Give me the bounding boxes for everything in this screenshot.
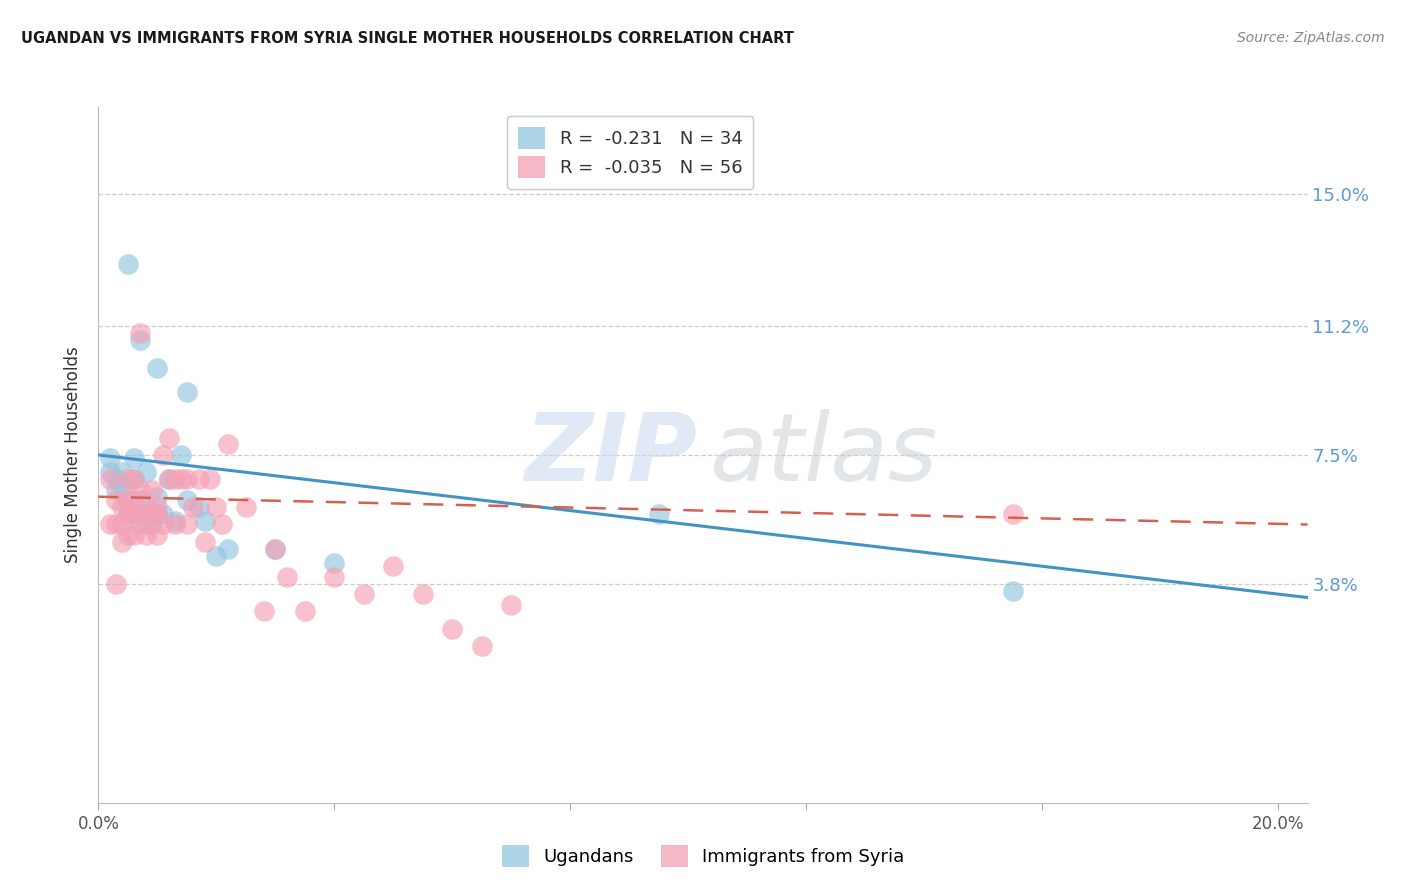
- Point: [205, 549, 228, 563]
- Point: [128, 517, 150, 532]
- Point: [111, 517, 134, 532]
- Point: [98, 451, 121, 466]
- Point: [152, 448, 174, 462]
- Point: [211, 517, 233, 532]
- Point: [165, 514, 187, 528]
- Point: [135, 528, 157, 542]
- Point: [135, 507, 157, 521]
- Point: [146, 528, 169, 542]
- Point: [111, 479, 134, 493]
- Point: [1001, 507, 1024, 521]
- Point: [181, 500, 204, 514]
- Point: [141, 517, 163, 532]
- Point: [294, 605, 316, 619]
- Legend: Ugandans, Immigrants from Syria: Ugandans, Immigrants from Syria: [495, 838, 911, 874]
- Point: [98, 472, 121, 486]
- Point: [264, 541, 287, 556]
- Point: [128, 326, 150, 341]
- Point: [98, 517, 121, 532]
- Text: UGANDAN VS IMMIGRANTS FROM SYRIA SINGLE MOTHER HOUSEHOLDS CORRELATION CHART: UGANDAN VS IMMIGRANTS FROM SYRIA SINGLE …: [21, 31, 794, 46]
- Point: [105, 493, 128, 508]
- Point: [200, 472, 222, 486]
- Point: [252, 605, 274, 619]
- Text: atlas: atlas: [709, 409, 938, 500]
- Point: [165, 472, 187, 486]
- Point: [122, 528, 145, 542]
- Point: [117, 507, 139, 521]
- Point: [217, 541, 239, 556]
- Point: [382, 559, 405, 574]
- Point: [146, 507, 169, 521]
- Point: [111, 534, 134, 549]
- Point: [187, 500, 209, 514]
- Point: [105, 483, 128, 497]
- Point: [128, 507, 150, 521]
- Point: [146, 360, 169, 375]
- Point: [176, 493, 198, 508]
- Point: [98, 466, 121, 480]
- Point: [141, 483, 163, 497]
- Point: [105, 576, 128, 591]
- Point: [276, 570, 298, 584]
- Point: [176, 517, 198, 532]
- Point: [157, 430, 180, 444]
- Point: [128, 493, 150, 508]
- Point: [117, 472, 139, 486]
- Point: [117, 493, 139, 508]
- Point: [412, 587, 434, 601]
- Point: [152, 517, 174, 532]
- Point: [135, 500, 157, 514]
- Point: [146, 490, 169, 504]
- Point: [122, 493, 145, 508]
- Point: [501, 598, 523, 612]
- Point: [122, 507, 145, 521]
- Text: Source: ZipAtlas.com: Source: ZipAtlas.com: [1237, 31, 1385, 45]
- Point: [128, 483, 150, 497]
- Point: [146, 500, 169, 514]
- Point: [117, 528, 139, 542]
- Point: [135, 466, 157, 480]
- Point: [205, 500, 228, 514]
- Point: [128, 333, 150, 347]
- Y-axis label: Single Mother Households: Single Mother Households: [65, 347, 83, 563]
- Point: [441, 622, 464, 636]
- Point: [117, 493, 139, 508]
- Point: [235, 500, 257, 514]
- Point: [323, 556, 346, 570]
- Point: [187, 472, 209, 486]
- Point: [111, 500, 134, 514]
- Point: [157, 472, 180, 486]
- Point: [122, 472, 145, 486]
- Point: [105, 472, 128, 486]
- Point: [264, 541, 287, 556]
- Point: [176, 472, 198, 486]
- Point: [176, 385, 198, 400]
- Point: [111, 466, 134, 480]
- Point: [122, 451, 145, 466]
- Point: [105, 517, 128, 532]
- Point: [141, 507, 163, 521]
- Point: [194, 534, 217, 549]
- Point: [122, 472, 145, 486]
- Point: [323, 570, 346, 584]
- Point: [135, 517, 157, 532]
- Point: [157, 472, 180, 486]
- Text: ZIP: ZIP: [524, 409, 697, 501]
- Point: [117, 507, 139, 521]
- Point: [170, 472, 193, 486]
- Point: [194, 514, 217, 528]
- Point: [165, 517, 187, 532]
- Point: [152, 507, 174, 521]
- Point: [1001, 583, 1024, 598]
- Point: [117, 257, 139, 271]
- Point: [146, 507, 169, 521]
- Point: [353, 587, 375, 601]
- Point: [170, 448, 193, 462]
- Point: [648, 507, 671, 521]
- Point: [471, 639, 494, 653]
- Point: [217, 437, 239, 451]
- Legend: R =  -0.231   N = 34, R =  -0.035   N = 56: R = -0.231 N = 34, R = -0.035 N = 56: [508, 116, 754, 189]
